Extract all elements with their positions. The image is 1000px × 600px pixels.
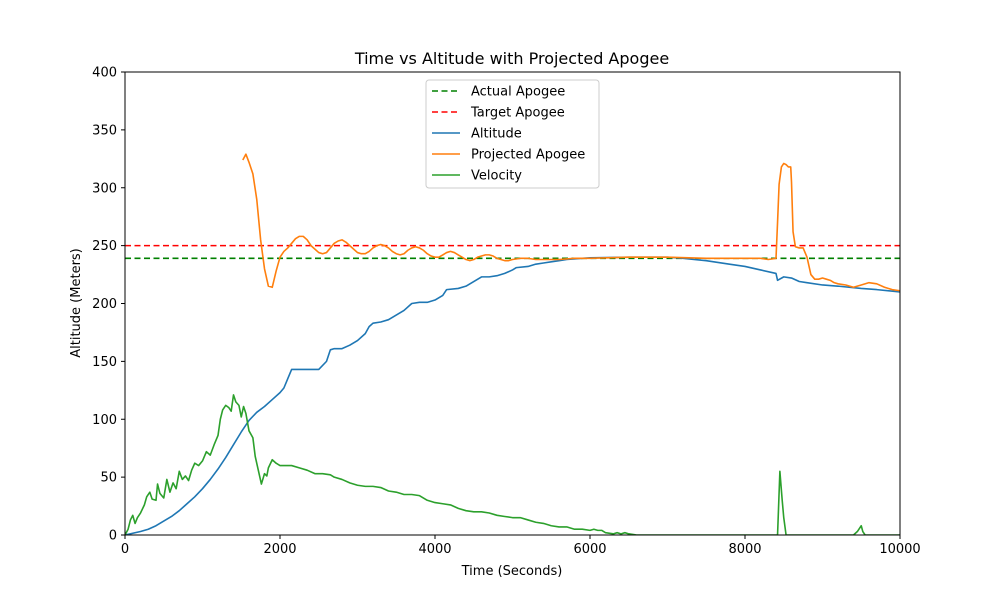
x-tick-label: 4000 [418, 542, 451, 557]
legend-label: Actual Apogee [471, 85, 565, 100]
legend-label: Projected Apogee [471, 148, 585, 163]
y-tick-label: 400 [92, 66, 117, 81]
y-tick-label: 50 [100, 471, 117, 486]
legend-label: Velocity [471, 169, 522, 184]
series-line-altitude [125, 256, 900, 535]
legend: Actual Apogee Target Apogee Altitude Projec… [425, 79, 600, 189]
series-line-velocity [125, 394, 900, 535]
y-tick-label: 150 [92, 355, 117, 370]
x-tick-label: 8000 [728, 542, 761, 557]
y-tick-label: 0 [109, 529, 117, 544]
legend-label: Target Apogee [470, 106, 565, 121]
y-tick-label: 100 [92, 413, 117, 428]
x-axis-label: Time (Seconds) [461, 564, 563, 579]
y-tick-label: 300 [92, 181, 117, 196]
legend-box [425, 79, 600, 189]
chart-title: Time vs Altitude with Projected Apogee [354, 49, 669, 68]
y-tick-label: 350 [92, 123, 117, 138]
x-tick-label: 2000 [263, 542, 296, 557]
x-tick-label: 10000 [879, 542, 920, 557]
axis-ticks: 0 2000 4000 6000 8000 10000 0 50 100 150 200 250 300… [92, 66, 921, 558]
x-tick-label: 0 [121, 542, 129, 557]
y-axis-label: Altitude (Meters) [69, 248, 84, 358]
x-tick-label: 6000 [573, 542, 606, 557]
y-tick-label: 250 [92, 239, 117, 254]
legend-label: Altitude [471, 127, 522, 142]
y-tick-label: 200 [92, 297, 117, 312]
series-lines [125, 153, 900, 535]
series-line-projected-apogee [242, 153, 900, 292]
